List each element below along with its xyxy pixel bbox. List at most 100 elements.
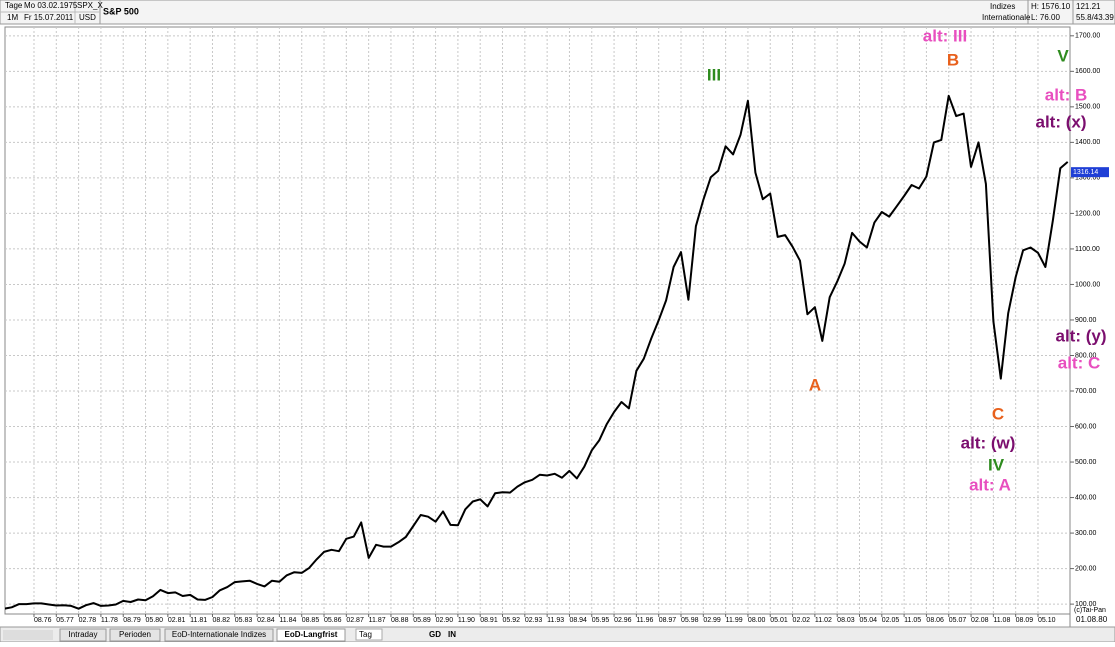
interval-select[interactable]	[355, 628, 383, 641]
interval-text: Tag	[359, 630, 372, 639]
x-tick-label: 05.89	[413, 617, 431, 624]
header-text: H: 1576.10	[1031, 2, 1071, 11]
wave-label: V	[1057, 46, 1069, 65]
y-tick-label: 600.00	[1075, 423, 1097, 430]
x-tick-label: 02.93	[525, 617, 543, 624]
header-text: Fr 15.07.2011	[24, 13, 74, 22]
tab[interactable]	[59, 628, 107, 642]
header-text: Indizes	[990, 2, 1015, 11]
x-tick-label: 11.02	[815, 617, 832, 624]
x-tick-label: 05.92	[503, 617, 521, 624]
axes: 100.00 200.00 300.00 400.00 500.00 600.00 700.…	[33, 26, 1109, 624]
x-tick-label: 05.98	[681, 617, 699, 624]
x-tick-label: 05.01	[770, 617, 788, 624]
x-tick-label: 05.07	[949, 617, 967, 624]
x-tick-label: 05.83	[235, 617, 253, 624]
header-text: 121.21	[1076, 2, 1101, 11]
tab[interactable]	[164, 628, 274, 642]
x-tick-label: 02.87	[346, 617, 364, 624]
x-tick-label: 02.99	[703, 617, 721, 624]
y-tick-label: 1200.00	[1075, 210, 1100, 217]
x-tick-label: 02.08	[971, 617, 989, 624]
y-tick-label: 900.00	[1075, 317, 1097, 324]
x-tick-label: 11.87	[369, 617, 386, 624]
wave-label: alt: (y)	[1056, 326, 1107, 345]
toolbar-icons[interactable]	[3, 630, 53, 640]
chart-title: S&P 500	[103, 6, 139, 16]
y-tick-label: 100.00	[1075, 601, 1097, 608]
footer-date: 01.08.80	[1076, 615, 1108, 624]
x-tick-label: 02.84	[257, 617, 275, 624]
x-tick-label: 02.81	[168, 617, 186, 624]
x-tick-label: 08.79	[123, 617, 141, 624]
wave-label: alt: B	[1045, 85, 1088, 104]
toolbar-button[interactable]: GD	[429, 630, 441, 639]
x-tick-label: 02.96	[614, 617, 632, 624]
tab[interactable]	[109, 628, 161, 642]
tab-label: Intraday	[69, 630, 98, 639]
wave-label: A	[809, 375, 821, 394]
x-tick-label: 02.05	[882, 617, 900, 624]
x-tick-label: 11.05	[904, 617, 921, 624]
y-tick-label: 1100.00	[1075, 246, 1100, 253]
x-tick-label: 05.04	[859, 617, 877, 624]
y-tick-label: 1400.00	[1075, 139, 1100, 146]
x-tick-label: 08.97	[659, 617, 677, 624]
header-bar	[0, 0, 1115, 25]
x-tick-label: 08.03	[837, 617, 855, 624]
x-tick-label: 11.78	[101, 617, 118, 624]
header-text: SPX_X	[77, 1, 103, 10]
x-tick-label: 11.08	[993, 617, 1010, 624]
y-tick-label: 800.00	[1075, 352, 1097, 359]
header-text: Internationale	[982, 13, 1031, 22]
wave-label: alt: A	[969, 475, 1011, 494]
header-text: Mo 03.02.1975	[24, 1, 78, 10]
x-tick-label: 05.10	[1038, 617, 1056, 624]
grid	[5, 27, 1070, 614]
y-tick-label: 200.00	[1075, 565, 1097, 572]
wave-label: alt: C	[1058, 353, 1101, 372]
last-price-label: 1316.14	[1073, 169, 1098, 176]
wave-label: IV	[988, 455, 1005, 474]
y-tick-label: 300.00	[1075, 530, 1097, 537]
wave-label: alt: (x)	[1036, 112, 1087, 131]
wave-label: alt: III	[923, 26, 967, 45]
y-tick-label: 700.00	[1075, 388, 1097, 395]
x-tick-label: 08.09	[1016, 617, 1034, 624]
y-tick-label: 1600.00	[1075, 68, 1100, 75]
x-tick-label: 05.77	[56, 617, 74, 624]
x-tick-label: 05.80	[146, 617, 164, 624]
x-tick-label: 08.06	[926, 617, 944, 624]
x-tick-label: 11.81	[190, 617, 207, 624]
wave-label: alt: (w)	[961, 433, 1016, 452]
y-tick-label: 1000.00	[1075, 281, 1100, 288]
y-tick-label: 500.00	[1075, 459, 1097, 466]
header-text: Tage	[5, 1, 23, 10]
tabs: Intraday Perioden EoD-Internationale Indiz…	[59, 628, 346, 642]
y-tick-label: 1700.00	[1075, 33, 1100, 40]
x-tick-label: 11.96	[636, 617, 653, 624]
x-tick-label: 08.00	[748, 617, 766, 624]
x-tick-label: 02.78	[79, 617, 97, 624]
header-text: USD	[79, 13, 96, 22]
wave-label: III	[707, 65, 721, 84]
x-tick-label: 08.85	[302, 617, 320, 624]
y-tick-label: 1300.00	[1075, 175, 1100, 182]
tab-label: Perioden	[119, 630, 151, 639]
x-tick-label: 02.90	[436, 617, 454, 624]
header-text: 55.8/43.39	[1076, 13, 1114, 22]
last-price-box	[1071, 167, 1109, 178]
x-tick-label: 11.84	[279, 617, 296, 624]
x-tick-label: 08.88	[391, 617, 409, 624]
y-tick-label: 1500.00	[1075, 104, 1100, 111]
x-tick-label: 11.90	[458, 617, 475, 624]
copyright: (c)Tai-Pan	[1074, 607, 1106, 614]
x-tick-label: 08.91	[480, 617, 498, 624]
plot	[5, 94, 1069, 610]
x-tick-label: 08.76	[34, 617, 52, 624]
y-tick-label: 400.00	[1075, 494, 1097, 501]
tab[interactable]	[276, 628, 346, 642]
toolbar-button[interactable]: IN	[448, 630, 456, 639]
tab-label: EoD-Internationale Indizes	[172, 630, 266, 639]
